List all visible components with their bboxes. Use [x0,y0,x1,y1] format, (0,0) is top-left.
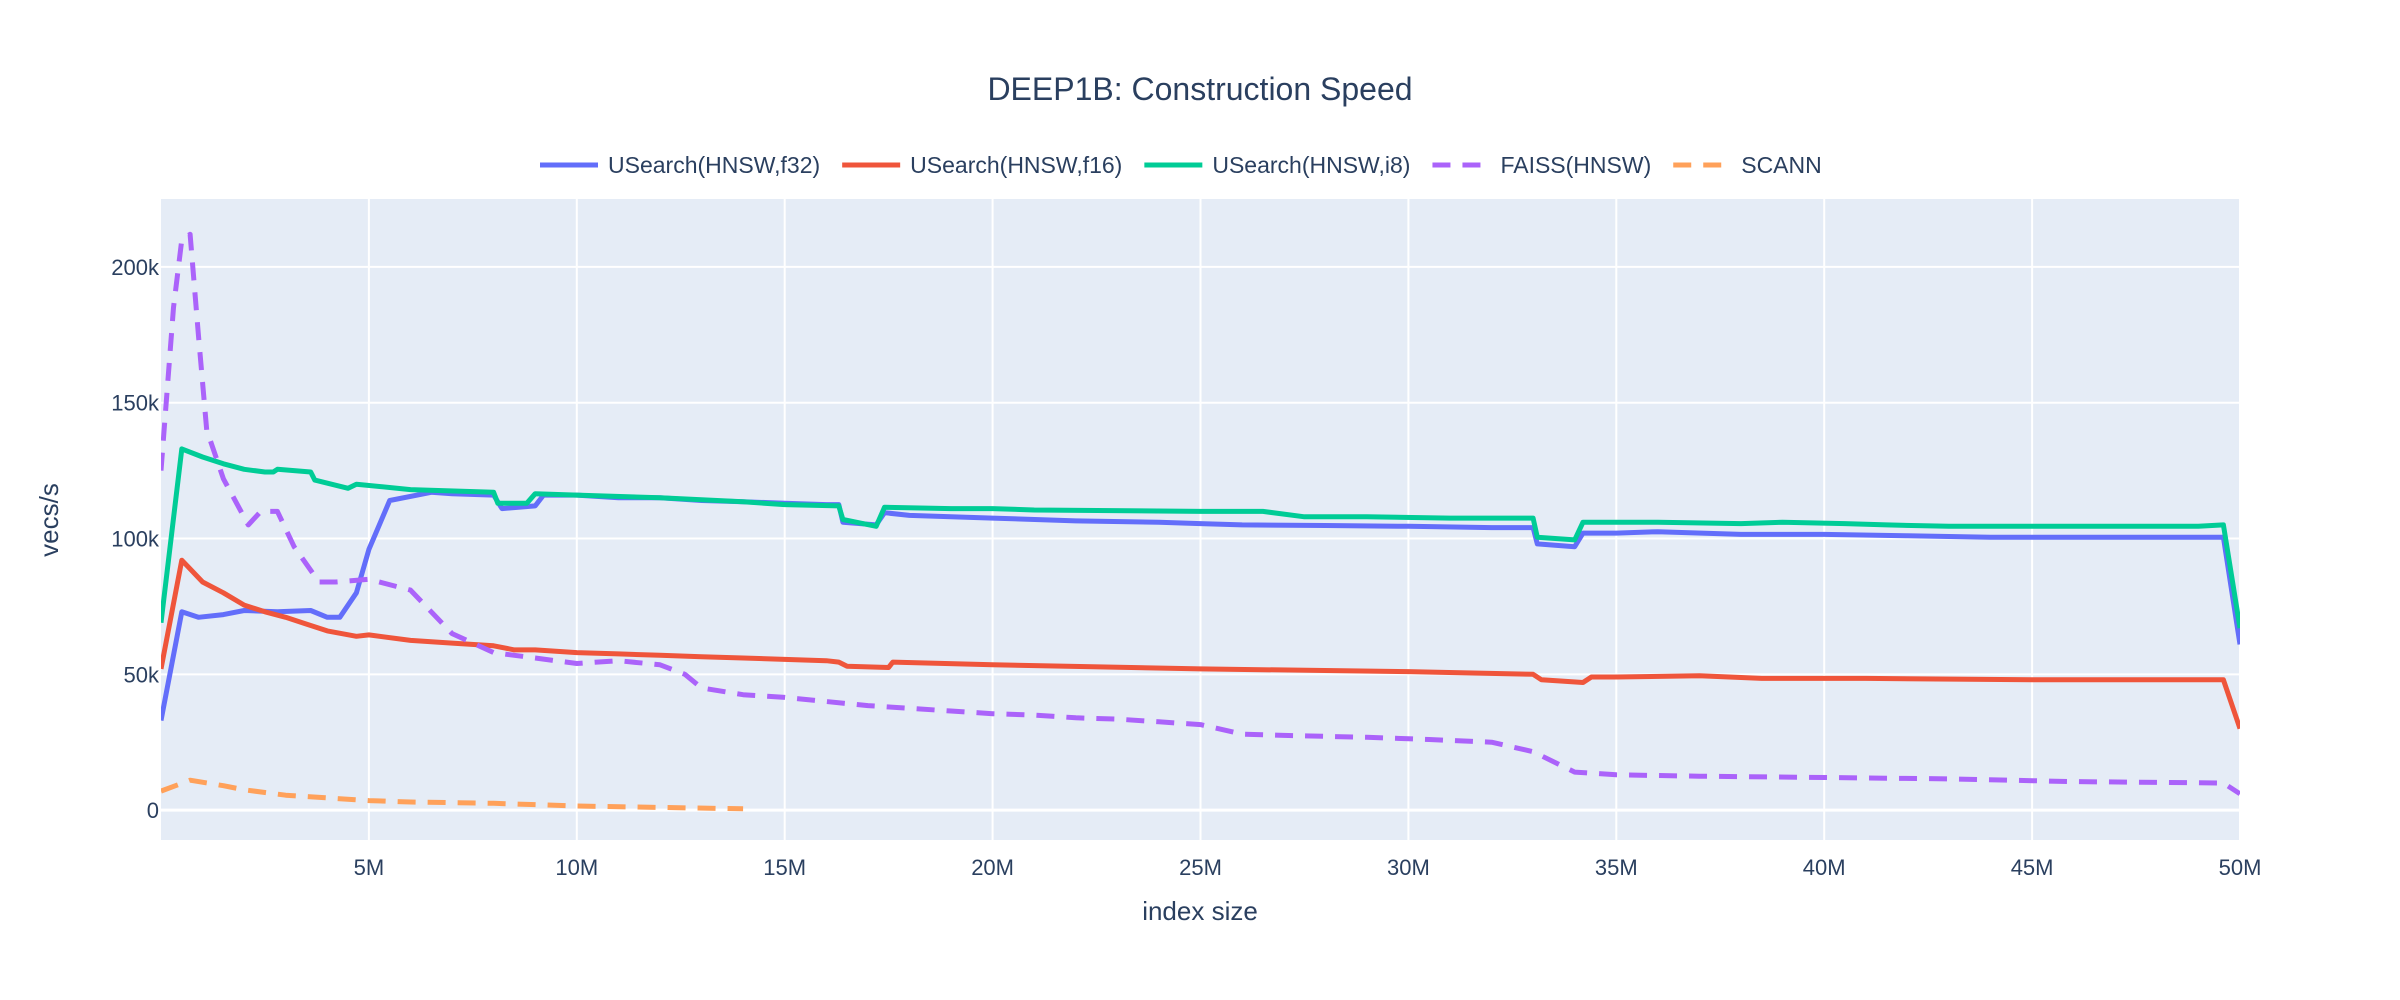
x-tick-label: 35M [1595,855,1638,880]
x-tick-label: 15M [763,855,806,880]
legend: USearch(HNSW,f32) USearch(HNSW,f16) USearc… [540,152,1822,178]
series-group [161,231,2240,812]
x-tick-label: 40M [1803,855,1846,880]
y-tick-label: 200k [111,255,160,280]
legend-label: USearch(HNSW,i8) [1212,152,1410,178]
x-tick-label: 5M [354,855,385,880]
x-tick-label: 45M [2011,855,2054,880]
chart-title: DEEP1B: Construction Speed [987,71,1412,107]
legend-item-3[interactable]: FAISS(HNSW) [1432,152,1651,178]
legend-item-2[interactable]: USearch(HNSW,i8) [1144,152,1410,178]
legend-label: USearch(HNSW,f16) [910,152,1122,178]
y-tick-label: 0 [147,798,159,823]
y-axis-title: vecs/s [34,483,64,557]
y-tick-label: 100k [111,527,160,552]
x-tick-label: 10M [555,855,598,880]
x-tick-label: 25M [1179,855,1222,880]
legend-label: SCANN [1741,152,1822,178]
series-line-2 [161,446,2240,629]
series-line-3 [161,231,2240,796]
legend-item-1[interactable]: USearch(HNSW,f16) [842,152,1122,178]
legend-item-4[interactable]: SCANN [1673,152,1822,178]
y-tick-label: 50k [124,662,160,687]
y-tick-label: 150k [111,391,160,416]
legend-label: FAISS(HNSW) [1500,152,1651,178]
x-axis-title: index size [1142,896,1258,926]
x-tick-label: 50M [2219,855,2262,880]
legend-item-0[interactable]: USearch(HNSW,f32) [540,152,820,178]
legend-label: USearch(HNSW,f32) [608,152,820,178]
y-axis-ticks: 0 50k 100k 150k 200k [111,255,160,823]
x-tick-label: 20M [971,855,1014,880]
x-axis-ticks: 5M 10M 15M 20M 25M 30M 35M 40M 45M 50M [354,855,2262,880]
series-line-1 [161,557,2240,730]
series-line-0 [161,489,2240,721]
x-tick-label: 30M [1387,855,1430,880]
series-line-4 [161,777,744,812]
